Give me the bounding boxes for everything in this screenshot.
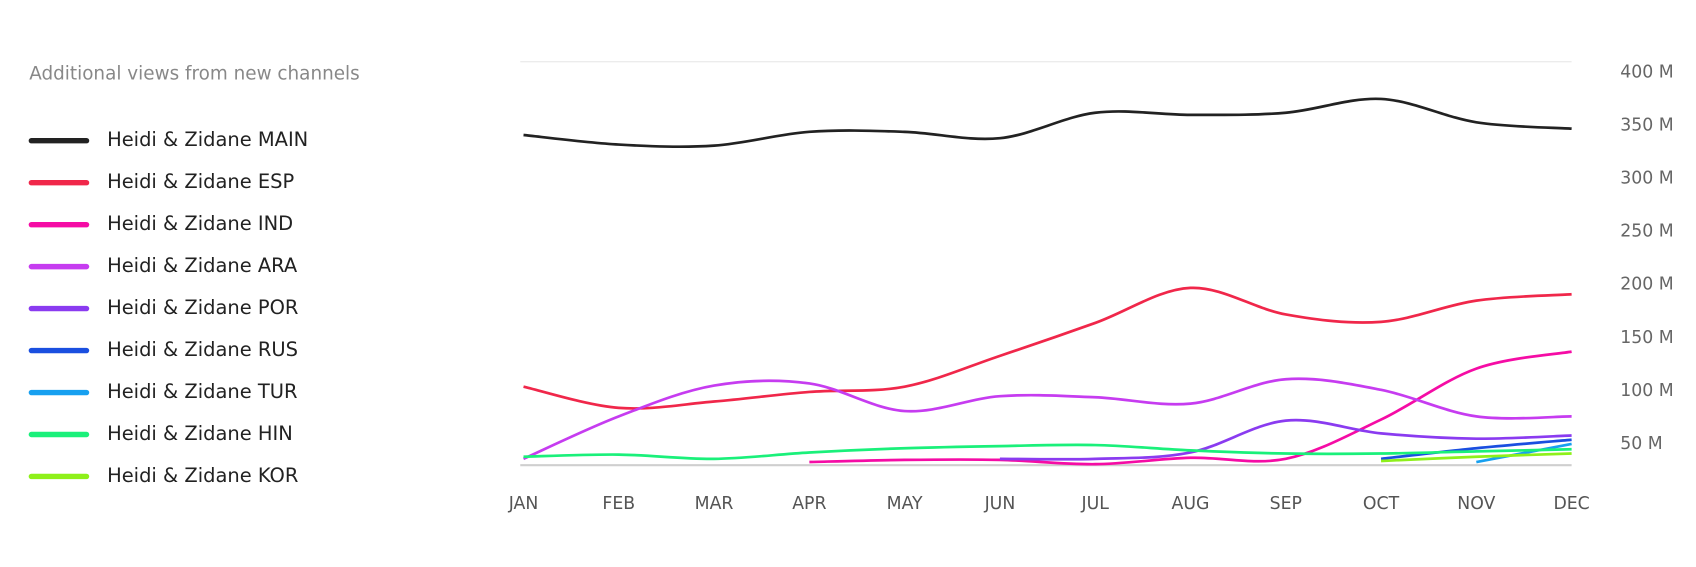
series-line bbox=[523, 286, 1572, 410]
legend-label: Heidi & Zidane TUR bbox=[107, 380, 297, 403]
x-tick-label: APR bbox=[792, 494, 826, 514]
x-tick-label: NOV bbox=[1457, 494, 1495, 514]
x-tick-label: JUN bbox=[984, 494, 1016, 514]
series-line bbox=[523, 97, 1572, 149]
series-line bbox=[1380, 452, 1572, 463]
y-tick-label: 150 M bbox=[1620, 328, 1673, 348]
chart-title: Additional views from new channels bbox=[29, 64, 360, 85]
legend-label: Heidi & Zidane MAIN bbox=[107, 128, 308, 151]
series-line bbox=[1476, 442, 1572, 464]
y-tick-label: 400 M bbox=[1620, 62, 1673, 82]
x-tick-label: AUG bbox=[1172, 494, 1210, 514]
y-tick-label: 350 M bbox=[1620, 115, 1673, 135]
x-tick-label: OCT bbox=[1363, 494, 1400, 514]
x-tick-label: FEB bbox=[602, 494, 635, 514]
legend-label: Heidi & Zidane RUS bbox=[107, 338, 298, 361]
x-tick-label: JAN bbox=[508, 494, 539, 514]
x-tick-label: DEC bbox=[1553, 494, 1589, 514]
y-tick-label: 100 M bbox=[1620, 381, 1673, 401]
legend-label: Heidi & Zidane KOR bbox=[107, 464, 298, 487]
series-line bbox=[999, 418, 1572, 461]
legend-label: Heidi & Zidane IND bbox=[107, 212, 293, 235]
legend-label: Heidi & Zidane POR bbox=[107, 296, 298, 319]
series-line bbox=[523, 443, 1572, 461]
series-line bbox=[522, 377, 1572, 461]
legend-label: Heidi & Zidane ARA bbox=[107, 254, 298, 277]
legend-label: Heidi & Zidane ESP bbox=[107, 170, 294, 193]
x-tick-label: MAR bbox=[695, 494, 734, 514]
y-tick-label: 50 M bbox=[1620, 434, 1662, 454]
series-line bbox=[1380, 438, 1572, 461]
x-tick-label: JUL bbox=[1080, 494, 1109, 514]
legend-label: Heidi & Zidane HIN bbox=[107, 422, 293, 445]
x-tick-label: SEP bbox=[1270, 494, 1302, 514]
y-tick-label: 200 M bbox=[1620, 275, 1673, 295]
x-tick-label: MAY bbox=[887, 494, 923, 514]
series-line bbox=[809, 350, 1572, 466]
y-tick-label: 300 M bbox=[1620, 169, 1673, 189]
y-tick-label: 250 M bbox=[1620, 222, 1673, 242]
